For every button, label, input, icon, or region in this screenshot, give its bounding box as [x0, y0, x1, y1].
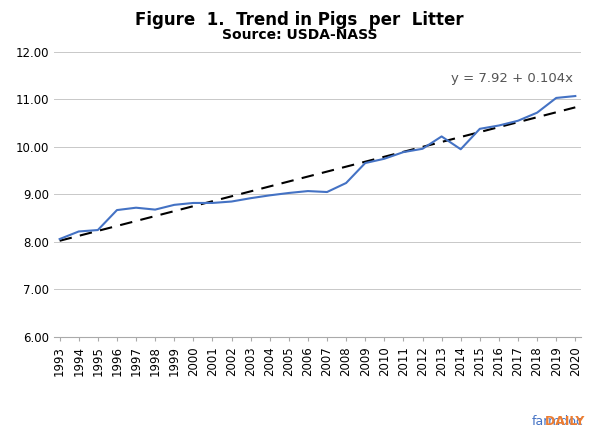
Text: y = 7.92 + 0.104x: y = 7.92 + 0.104x [451, 72, 573, 85]
Text: Figure  1.  Trend in Pigs  per  Litter: Figure 1. Trend in Pigs per Litter [135, 11, 464, 29]
Text: Source: USDA-NASS: Source: USDA-NASS [222, 28, 377, 42]
Text: DAILY: DAILY [510, 415, 584, 428]
Text: farmdoc: farmdoc [532, 415, 584, 428]
